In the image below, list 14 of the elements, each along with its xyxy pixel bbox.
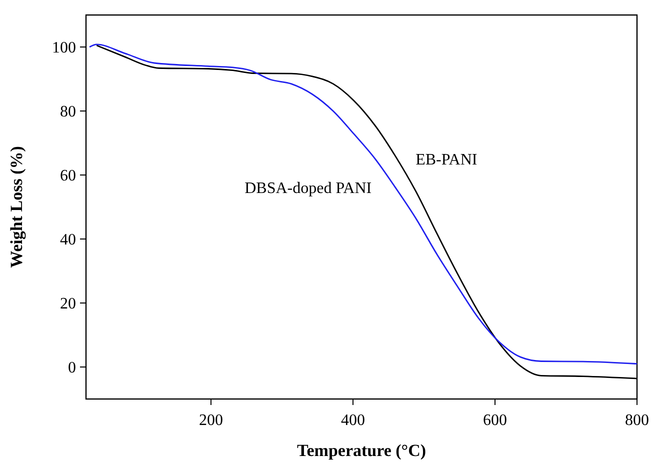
x-tick-label: 400 [340,412,365,429]
y-tick-label: 20 [60,296,76,313]
y-tick-label: 40 [60,232,76,249]
y-axis-title: Weight Loss (%) [7,146,26,268]
x-tick-label: 800 [625,412,649,429]
y-tick-label: 80 [60,104,76,121]
y-tick-label: 60 [60,168,76,185]
series-label: DBSA-doped PANI [244,180,372,197]
x-tick-label: 200 [198,412,223,429]
series-label: EB-PANI [416,151,478,168]
x-tick-label: 600 [482,412,507,429]
x-axis-title: Temperature (°C) [296,441,426,460]
y-tick-label: 100 [52,40,76,57]
y-tick-label: 0 [68,360,76,377]
